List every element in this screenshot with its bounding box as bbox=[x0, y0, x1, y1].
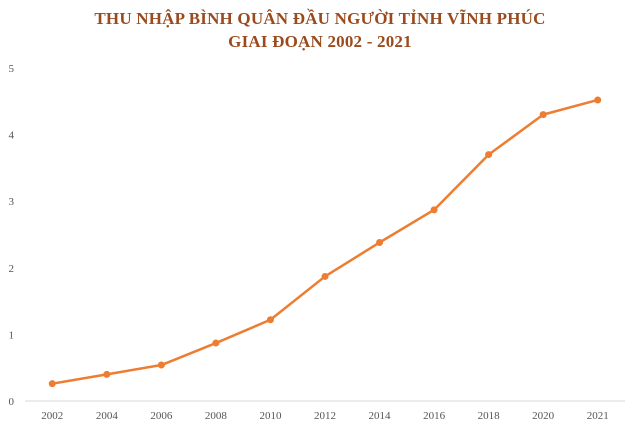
x-tick-label: 2018 bbox=[478, 410, 501, 422]
y-tick-label: 2 bbox=[9, 263, 15, 275]
data-point bbox=[103, 370, 111, 378]
x-tick-label: 2020 bbox=[532, 410, 555, 422]
x-tick-label: 2010 bbox=[259, 410, 282, 422]
x-tick-label: 2012 bbox=[314, 410, 336, 422]
x-tick-label: 2014 bbox=[369, 410, 392, 422]
y-tick-label: 4 bbox=[9, 130, 15, 142]
chart-title-line-2: GIAI ĐOẠN 2002 - 2021 bbox=[228, 32, 412, 51]
data-point bbox=[321, 272, 329, 280]
data-points bbox=[48, 96, 602, 388]
y-tick-label: 5 bbox=[9, 63, 15, 75]
x-tick-label: 2008 bbox=[205, 410, 228, 422]
x-tick-label: 2021 bbox=[587, 410, 609, 422]
x-tick-label: 2016 bbox=[423, 410, 446, 422]
data-point bbox=[48, 380, 56, 388]
series-line bbox=[52, 98, 599, 385]
data-point bbox=[539, 111, 547, 119]
y-tick-label: 1 bbox=[9, 329, 15, 341]
x-tick-label: 2006 bbox=[150, 410, 173, 422]
data-point bbox=[594, 96, 602, 104]
x-tick-labels: 2002 2004 2006 2008 2010 2012 2014 2016 2018 2020… bbox=[41, 410, 608, 422]
data-point bbox=[430, 206, 438, 214]
data-point bbox=[376, 238, 384, 246]
x-tick-label: 2004 bbox=[96, 410, 119, 422]
y-tick-labels: 0 1 2 3 4 5 bbox=[9, 63, 15, 408]
data-point bbox=[266, 316, 274, 324]
data-point bbox=[212, 339, 220, 347]
data-point bbox=[485, 151, 493, 159]
data-point bbox=[157, 361, 165, 369]
y-tick-label: 0 bbox=[9, 396, 15, 408]
chart-title-line-1: THU NHẬP BÌNH QUÂN ĐẦU NGƯỜI TỈNH VĨNH P… bbox=[94, 9, 546, 28]
y-tick-label: 3 bbox=[9, 196, 15, 208]
x-tick-label: 2002 bbox=[41, 410, 63, 422]
